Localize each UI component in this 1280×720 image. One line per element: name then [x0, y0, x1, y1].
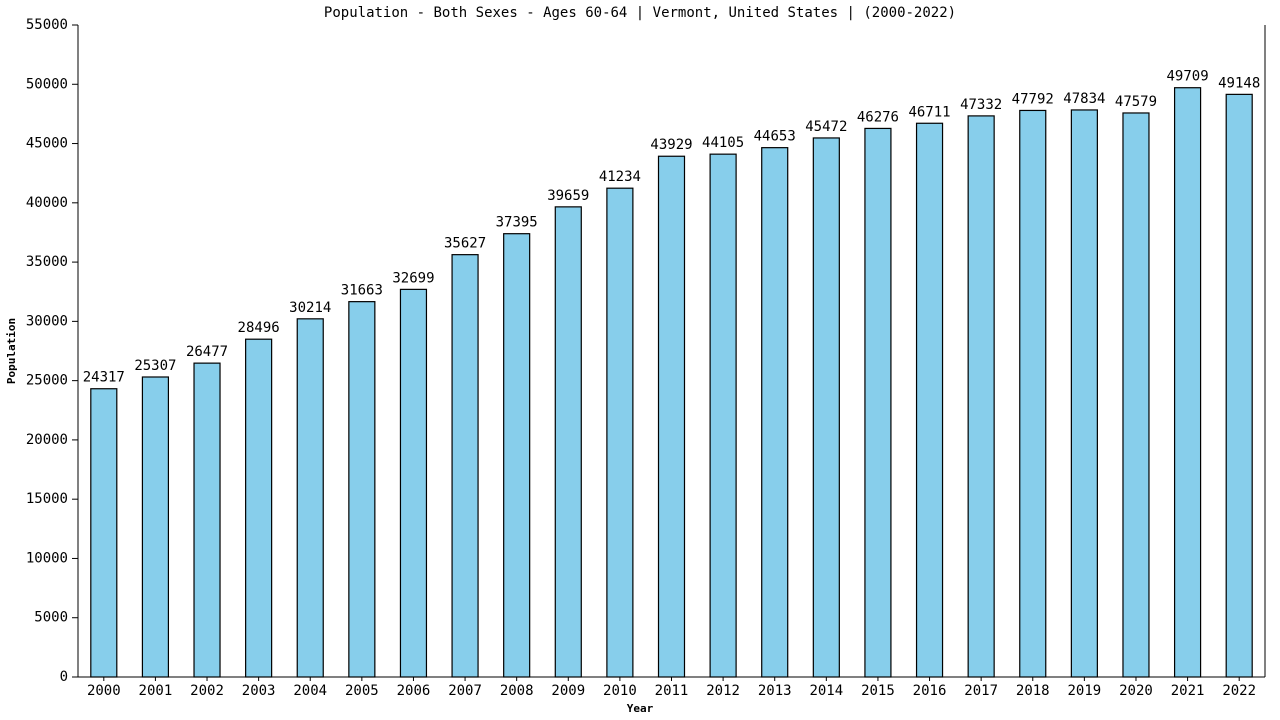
- value-label: 47792: [1012, 91, 1054, 107]
- chart-title: Population - Both Sexes - Ages 60-64 | V…: [324, 5, 956, 21]
- x-tick-label: 2001: [139, 683, 173, 699]
- bar: [1070, 109, 1098, 678]
- bar: [348, 301, 376, 678]
- bar: [915, 122, 944, 678]
- x-tick-label: 2015: [861, 683, 895, 699]
- y-tick-label: 55000: [26, 17, 68, 33]
- x-tick-label: 2014: [809, 683, 843, 699]
- y-tick-label: 5000: [34, 610, 68, 626]
- bar: [657, 155, 686, 678]
- x-tick-label: 2007: [448, 683, 482, 699]
- x-tick-label: 2002: [190, 683, 224, 699]
- value-label: 28496: [238, 320, 280, 336]
- bar: [1173, 87, 1202, 678]
- y-tick-label: 25000: [26, 373, 68, 389]
- value-label: 37395: [496, 215, 538, 231]
- value-label: 41234: [599, 169, 641, 185]
- x-tick-label: 2018: [1016, 683, 1050, 699]
- y-tick-label: 30000: [26, 313, 68, 329]
- value-label: 45472: [805, 119, 847, 135]
- x-tick-label: 2000: [87, 683, 121, 699]
- value-label: 49709: [1167, 69, 1209, 85]
- bar: [296, 318, 324, 678]
- x-tick-label: 2012: [706, 683, 740, 699]
- bar: [1225, 93, 1253, 678]
- x-tick-label: 2021: [1171, 683, 1205, 699]
- x-tick-label: 2017: [964, 683, 998, 699]
- x-tick-label: 2003: [242, 683, 276, 699]
- x-tick-label: 2016: [913, 683, 947, 699]
- value-label: 31663: [341, 283, 383, 299]
- bar: [606, 187, 634, 678]
- x-tick-label: 2006: [397, 683, 431, 699]
- value-label: 24317: [83, 370, 125, 386]
- value-label: 32699: [392, 270, 434, 286]
- bar: [193, 362, 221, 678]
- x-axis-label: Year: [627, 702, 654, 715]
- y-tick-label: 50000: [26, 76, 68, 92]
- x-tick-label: 2010: [603, 683, 637, 699]
- bar: [554, 206, 582, 678]
- value-label: 49148: [1218, 75, 1260, 91]
- bar: [812, 137, 840, 678]
- value-label: 35627: [444, 236, 486, 252]
- x-tick-label: 2008: [500, 683, 534, 699]
- value-label: 46711: [908, 104, 950, 120]
- value-label: 39659: [547, 188, 589, 204]
- value-label: 25307: [134, 358, 176, 374]
- value-label: 46276: [857, 109, 899, 125]
- y-tick-label: 0: [60, 669, 68, 685]
- bar: [90, 388, 118, 678]
- bar: [761, 147, 789, 678]
- value-label: 44105: [702, 135, 744, 151]
- bar: [1122, 112, 1150, 678]
- y-tick-label: 35000: [26, 254, 68, 270]
- value-label: 47834: [1063, 91, 1105, 107]
- y-tick-label: 45000: [26, 136, 68, 152]
- bar: [864, 127, 892, 678]
- bar: [399, 288, 428, 678]
- bar: [451, 254, 479, 678]
- x-tick-label: 2020: [1119, 683, 1153, 699]
- bar: [709, 153, 737, 678]
- x-tick-label: 2005: [345, 683, 379, 699]
- x-tick-label: 2011: [655, 683, 689, 699]
- value-label: 43929: [650, 137, 692, 153]
- bar: [245, 338, 273, 678]
- bar: [141, 376, 170, 678]
- x-tick-label: 2019: [1068, 683, 1102, 699]
- value-label: 47579: [1115, 94, 1157, 110]
- bar: [1019, 109, 1047, 678]
- value-label: 44653: [754, 129, 796, 145]
- bar: [503, 233, 531, 678]
- y-tick-label: 10000: [26, 550, 68, 566]
- value-label: 30214: [289, 300, 331, 316]
- x-tick-label: 2013: [758, 683, 792, 699]
- y-tick-label: 15000: [26, 491, 68, 507]
- y-tick-label: 20000: [26, 432, 68, 448]
- value-label: 47332: [960, 97, 1002, 113]
- x-tick-label: 2004: [293, 683, 327, 699]
- bar: [967, 115, 995, 678]
- value-label: 26477: [186, 344, 228, 360]
- y-tick-label: 40000: [26, 195, 68, 211]
- x-tick-label: 2009: [551, 683, 585, 699]
- y-axis-label: Population: [5, 318, 18, 384]
- x-tick-label: 2022: [1222, 683, 1256, 699]
